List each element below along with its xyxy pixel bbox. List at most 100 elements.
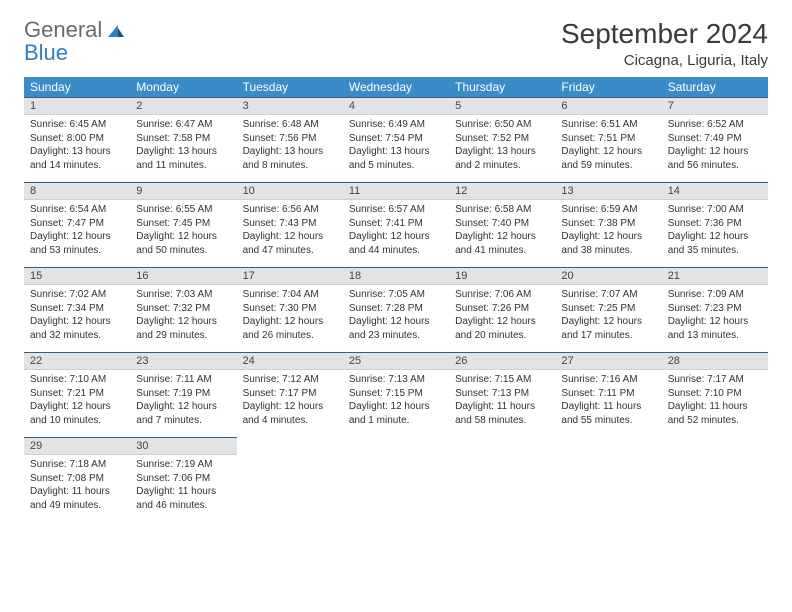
daylight-line: Daylight: 11 hours and 55 minutes.	[561, 400, 655, 427]
day-cell: Sunrise: 6:56 AMSunset: 7:43 PMDaylight:…	[237, 200, 343, 268]
day-number-row: 15161718192021	[24, 268, 768, 285]
day-number: 1	[24, 98, 130, 115]
day-cell: Sunrise: 6:48 AMSunset: 7:56 PMDaylight:…	[237, 115, 343, 183]
sunset-value: 7:32 PM	[173, 303, 210, 314]
sunset-value: 7:49 PM	[704, 133, 741, 144]
day-cell: Sunrise: 7:02 AMSunset: 7:34 PMDaylight:…	[24, 285, 130, 353]
sunset-line: Sunset: 7:30 PM	[243, 302, 337, 316]
sunrise-value: 6:47 AM	[176, 119, 213, 130]
day-number: 11	[343, 183, 449, 200]
sunset-value: 7:30 PM	[279, 303, 316, 314]
daylight-line: Daylight: 12 hours and 29 minutes.	[136, 315, 230, 342]
day-cell: Sunrise: 7:03 AMSunset: 7:32 PMDaylight:…	[130, 285, 236, 353]
day-cell: Sunrise: 7:19 AMSunset: 7:06 PMDaylight:…	[130, 455, 236, 523]
sunrise-line: Sunrise: 7:00 AM	[668, 203, 762, 217]
daylight-line: Daylight: 12 hours and 44 minutes.	[349, 230, 443, 257]
sunrise-value: 6:49 AM	[388, 119, 425, 130]
day-cell: Sunrise: 6:59 AMSunset: 7:38 PMDaylight:…	[555, 200, 661, 268]
day-data-row: Sunrise: 6:45 AMSunset: 8:00 PMDaylight:…	[24, 115, 768, 183]
sunrise-value: 7:06 AM	[495, 289, 532, 300]
sunrise-line: Sunrise: 6:57 AM	[349, 203, 443, 217]
sunrise-line: Sunrise: 7:05 AM	[349, 288, 443, 302]
sunrise-line: Sunrise: 6:49 AM	[349, 118, 443, 132]
day-number: 13	[555, 183, 661, 200]
daylight-line: Daylight: 12 hours and 1 minute.	[349, 400, 443, 427]
sunset-value: 7:45 PM	[173, 218, 210, 229]
day-data-row: Sunrise: 7:02 AMSunset: 7:34 PMDaylight:…	[24, 285, 768, 353]
sunset-line: Sunset: 7:26 PM	[455, 302, 549, 316]
sunrise-value: 6:48 AM	[282, 119, 319, 130]
sunrise-value: 7:15 AM	[495, 374, 532, 385]
day-cell: Sunrise: 6:54 AMSunset: 7:47 PMDaylight:…	[24, 200, 130, 268]
sunrise-value: 7:11 AM	[176, 374, 212, 385]
day-number: 5	[449, 98, 555, 115]
sunrise-line: Sunrise: 6:51 AM	[561, 118, 655, 132]
day-cell: Sunrise: 7:06 AMSunset: 7:26 PMDaylight:…	[449, 285, 555, 353]
weekday-header: Sunday	[24, 77, 130, 98]
day-cell: Sunrise: 7:00 AMSunset: 7:36 PMDaylight:…	[662, 200, 768, 268]
day-cell: Sunrise: 7:10 AMSunset: 7:21 PMDaylight:…	[24, 370, 130, 438]
empty-cell	[343, 455, 449, 523]
sunrise-value: 6:59 AM	[601, 204, 638, 215]
sunset-value: 7:21 PM	[67, 388, 104, 399]
weekday-header: Friday	[555, 77, 661, 98]
sunset-line: Sunset: 7:45 PM	[136, 217, 230, 231]
day-data-row: Sunrise: 7:18 AMSunset: 7:08 PMDaylight:…	[24, 455, 768, 523]
day-cell: Sunrise: 6:57 AMSunset: 7:41 PMDaylight:…	[343, 200, 449, 268]
sunrise-line: Sunrise: 7:03 AM	[136, 288, 230, 302]
sunrise-value: 7:13 AM	[388, 374, 425, 385]
day-cell: Sunrise: 7:18 AMSunset: 7:08 PMDaylight:…	[24, 455, 130, 523]
sunrise-line: Sunrise: 6:45 AM	[30, 118, 124, 132]
day-cell: Sunrise: 6:52 AMSunset: 7:49 PMDaylight:…	[662, 115, 768, 183]
sunrise-value: 7:18 AM	[69, 459, 106, 470]
day-cell: Sunrise: 6:58 AMSunset: 7:40 PMDaylight:…	[449, 200, 555, 268]
sunset-value: 7:58 PM	[173, 133, 210, 144]
sunset-value: 7:23 PM	[704, 303, 741, 314]
sunset-line: Sunset: 7:43 PM	[243, 217, 337, 231]
daylight-line: Daylight: 12 hours and 41 minutes.	[455, 230, 549, 257]
sunset-value: 7:28 PM	[386, 303, 423, 314]
day-cell: Sunrise: 7:15 AMSunset: 7:13 PMDaylight:…	[449, 370, 555, 438]
sunrise-value: 7:02 AM	[69, 289, 106, 300]
daylight-line: Daylight: 12 hours and 4 minutes.	[243, 400, 337, 427]
day-number: 26	[449, 353, 555, 370]
day-cell: Sunrise: 7:16 AMSunset: 7:11 PMDaylight:…	[555, 370, 661, 438]
sunset-value: 7:54 PM	[386, 133, 423, 144]
empty-cell	[449, 438, 555, 455]
sunrise-line: Sunrise: 6:50 AM	[455, 118, 549, 132]
daylight-line: Daylight: 12 hours and 10 minutes.	[30, 400, 124, 427]
sunrise-line: Sunrise: 6:56 AM	[243, 203, 337, 217]
logo-text-blue: Blue	[24, 40, 68, 65]
sunset-value: 7:41 PM	[386, 218, 423, 229]
sunset-value: 8:00 PM	[67, 133, 104, 144]
sunset-value: 7:26 PM	[492, 303, 529, 314]
sunrise-line: Sunrise: 6:52 AM	[668, 118, 762, 132]
sunrise-value: 6:55 AM	[176, 204, 213, 215]
sunrise-line: Sunrise: 6:54 AM	[30, 203, 124, 217]
day-number: 20	[555, 268, 661, 285]
header: GeneralBlue September 2024 Cicagna, Ligu…	[24, 18, 768, 69]
empty-cell	[662, 455, 768, 523]
daylight-line: Daylight: 12 hours and 13 minutes.	[668, 315, 762, 342]
sunset-value: 7:38 PM	[598, 218, 635, 229]
sunrise-line: Sunrise: 7:02 AM	[30, 288, 124, 302]
day-number: 3	[237, 98, 343, 115]
sunrise-line: Sunrise: 7:06 AM	[455, 288, 549, 302]
daylight-line: Daylight: 13 hours and 5 minutes.	[349, 145, 443, 172]
day-number: 15	[24, 268, 130, 285]
daylight-line: Daylight: 12 hours and 26 minutes.	[243, 315, 337, 342]
sunrise-value: 6:50 AM	[495, 119, 532, 130]
day-number: 29	[24, 438, 130, 455]
sunset-line: Sunset: 7:08 PM	[30, 472, 124, 486]
day-cell: Sunrise: 7:12 AMSunset: 7:17 PMDaylight:…	[237, 370, 343, 438]
daylight-line: Daylight: 12 hours and 17 minutes.	[561, 315, 655, 342]
calendar-table: SundayMondayTuesdayWednesdayThursdayFrid…	[24, 77, 768, 522]
day-number-row: 1234567	[24, 98, 768, 115]
weekday-header: Saturday	[662, 77, 768, 98]
sunrise-value: 7:04 AM	[282, 289, 319, 300]
sunset-line: Sunset: 7:28 PM	[349, 302, 443, 316]
day-number: 25	[343, 353, 449, 370]
day-number: 10	[237, 183, 343, 200]
sunrise-line: Sunrise: 7:04 AM	[243, 288, 337, 302]
empty-cell	[555, 438, 661, 455]
